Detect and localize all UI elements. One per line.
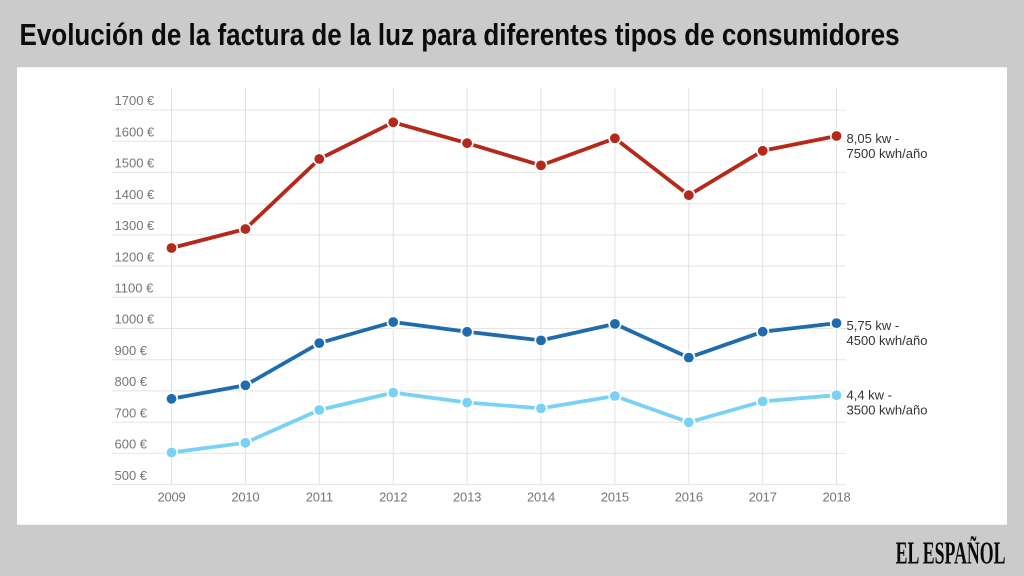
svg-text:1100 €: 1100 €	[115, 281, 155, 296]
svg-text:Evolución de la factura de la: Evolución de la factura de la luz para d…	[20, 18, 900, 53]
svg-text:1600 €: 1600 €	[115, 124, 156, 139]
svg-text:1400 €: 1400 €	[115, 187, 156, 202]
svg-text:2017: 2017	[749, 489, 777, 504]
svg-text:2018: 2018	[822, 489, 850, 504]
svg-text:EL ESPAÑOL: EL ESPAÑOL	[896, 535, 1006, 571]
svg-text:8,05 kw -: 8,05 kw -	[847, 131, 900, 146]
svg-text:4,4 kw -: 4,4 kw -	[847, 387, 893, 402]
svg-text:2010: 2010	[231, 489, 259, 504]
svg-text:700 €: 700 €	[115, 405, 148, 420]
svg-text:2015: 2015	[601, 489, 629, 504]
svg-text:1500 €: 1500 €	[115, 156, 156, 171]
svg-text:900 €: 900 €	[115, 343, 148, 358]
svg-text:3500 kwh/año: 3500 kwh/año	[847, 402, 928, 417]
svg-text:5,75 kw -: 5,75 kw -	[847, 318, 900, 333]
svg-text:2014: 2014	[527, 489, 555, 504]
svg-text:1200 €: 1200 €	[115, 249, 156, 264]
svg-text:1700 €: 1700 €	[115, 93, 156, 108]
svg-text:800 €: 800 €	[115, 374, 148, 389]
svg-text:2012: 2012	[379, 489, 407, 504]
svg-text:1300 €: 1300 €	[115, 218, 156, 233]
svg-text:500 €: 500 €	[115, 468, 148, 483]
svg-text:4500 kwh/año: 4500 kwh/año	[847, 333, 928, 348]
svg-text:2013: 2013	[453, 489, 481, 504]
svg-text:7500 kwh/año: 7500 kwh/año	[847, 146, 928, 161]
svg-text:2011: 2011	[306, 489, 333, 504]
svg-text:2009: 2009	[157, 489, 185, 504]
svg-text:600 €: 600 €	[115, 437, 148, 452]
svg-text:2016: 2016	[675, 489, 703, 504]
svg-text:1000 €: 1000 €	[115, 312, 156, 327]
